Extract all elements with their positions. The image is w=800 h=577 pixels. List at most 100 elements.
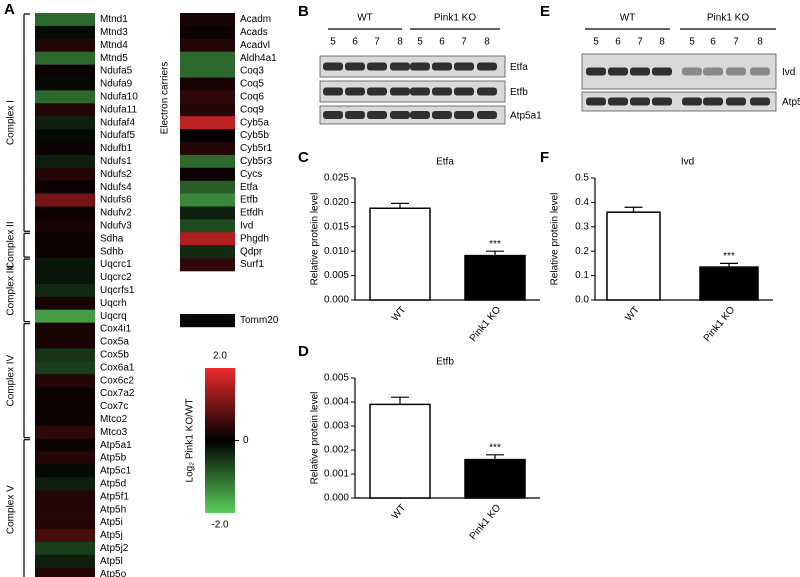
panel-label: E (540, 3, 550, 20)
heatmap-cell (35, 309, 95, 323)
heatmap-cell (180, 77, 235, 91)
heatmap-cell (180, 154, 235, 169)
blot-group-label: Pink1 KO (434, 13, 476, 24)
group-label: Complex II (6, 221, 17, 269)
gene-label: Ivd (240, 220, 253, 231)
gene-label: Ndufa9 (100, 79, 133, 90)
heatmap-cell (35, 103, 95, 117)
blot-band (477, 62, 497, 71)
y-tick-label: 0.010 (324, 246, 349, 257)
heatmap-cell (35, 451, 95, 465)
bar (699, 266, 759, 301)
gene-label: Atp5j2 (100, 543, 129, 554)
heatmap-cell (35, 516, 95, 530)
heatmap-cell (180, 38, 235, 52)
lane-label: 7 (637, 37, 643, 48)
gene-label: Etfa (240, 182, 258, 193)
lane-label: 5 (417, 37, 423, 48)
heatmap-cell (35, 387, 95, 401)
heatmap-cell (35, 219, 95, 233)
gene-label: Ndufs6 (100, 195, 132, 206)
blot-band (410, 87, 430, 96)
y-tick-label: 0.0 (575, 295, 589, 306)
heatmap-cell (35, 232, 95, 246)
lane-label: 7 (733, 37, 739, 48)
heatmap-cell (180, 64, 235, 78)
gene-label: Surf1 (240, 259, 264, 270)
gene-label: Mtnd4 (100, 40, 128, 51)
gene-label: Atp5h (100, 504, 126, 515)
heatmap-cell (35, 154, 95, 169)
heatmap-cell (35, 464, 95, 478)
blot-band (477, 87, 497, 96)
bar (464, 458, 526, 499)
lane-label: 6 (615, 37, 621, 48)
gene-label: Cox7a2 (100, 388, 135, 399)
gene-label: Coq9 (240, 104, 264, 115)
x-tick-label: Pink1 KO (468, 304, 504, 344)
gene-label: Atp5a1 (100, 440, 132, 451)
heatmap-cell (35, 503, 95, 517)
significance: *** (489, 442, 501, 453)
heatmap-cell (180, 129, 235, 143)
y-axis-label: Relative protein level (310, 392, 321, 485)
gene-label: Ndufs1 (100, 156, 132, 167)
gene-label: Atp5f1 (100, 491, 129, 502)
blot-band (367, 87, 387, 96)
blot-band (586, 97, 606, 106)
colorbar-label: Log₂ Pink1 KO/WT (185, 399, 196, 483)
blot-band (586, 67, 606, 76)
y-tick-label: 0.2 (575, 246, 589, 257)
gene-label: Acads (240, 27, 268, 38)
group-label: Complex III (6, 265, 17, 316)
x-tick-label: Pink1 KO (702, 304, 738, 344)
y-tick-label: 0.005 (324, 270, 349, 281)
blot-band (345, 111, 365, 119)
colorbar-tick-label: 2.0 (213, 351, 227, 362)
blot-band (608, 97, 628, 106)
x-tick-label: WT (390, 305, 408, 324)
gene-label: Sdhb (100, 246, 124, 257)
colorbar-tick-label: -2.0 (211, 520, 229, 531)
x-tick-label: WT (623, 305, 641, 324)
gene-label: Cox4i1 (100, 324, 132, 335)
x-tick-label: WT (390, 503, 408, 522)
blot-band (432, 87, 452, 96)
y-tick-label: 0.1 (575, 270, 589, 281)
heatmap-cell (35, 425, 95, 439)
heatmap-cell (35, 77, 95, 91)
heatmap-cell (180, 116, 235, 130)
heatmap-cell (180, 258, 235, 272)
chart-title: Ivd (681, 157, 694, 168)
blot-band (652, 97, 672, 106)
blot-band (750, 67, 770, 76)
gene-label: Mtnd3 (100, 27, 128, 38)
gene-label: Ndufa10 (100, 91, 138, 102)
y-tick-label: 0.000 (324, 295, 349, 306)
heatmap-cell (180, 51, 235, 65)
blot-band (703, 67, 723, 76)
gene-label: Cycs (240, 169, 262, 180)
lane-label: 7 (461, 37, 467, 48)
heatmap-cell (180, 193, 235, 207)
heatmap-cell (35, 490, 95, 504)
heatmap-cell (35, 51, 95, 65)
lane-label: 5 (330, 37, 336, 48)
y-tick-label: 0.000 (324, 493, 349, 504)
lane-label: 8 (659, 37, 665, 48)
heatmap-cell (35, 400, 95, 414)
gene-label: Ndufv2 (100, 208, 132, 219)
blot-band (477, 111, 497, 119)
heatmap-cell (180, 103, 235, 117)
panel-label: C (298, 149, 309, 166)
gene-label: Atp5i (100, 517, 123, 528)
heatmap-cell (35, 335, 95, 349)
blot-band (390, 87, 410, 96)
y-tick-label: 0.003 (324, 421, 349, 432)
panel-label: A (4, 1, 15, 18)
blot-band (323, 111, 343, 119)
blot-row-label: Ivd (782, 67, 795, 78)
gene-label: Ndufa11 (100, 104, 138, 115)
y-tick-label: 0.005 (324, 373, 349, 384)
